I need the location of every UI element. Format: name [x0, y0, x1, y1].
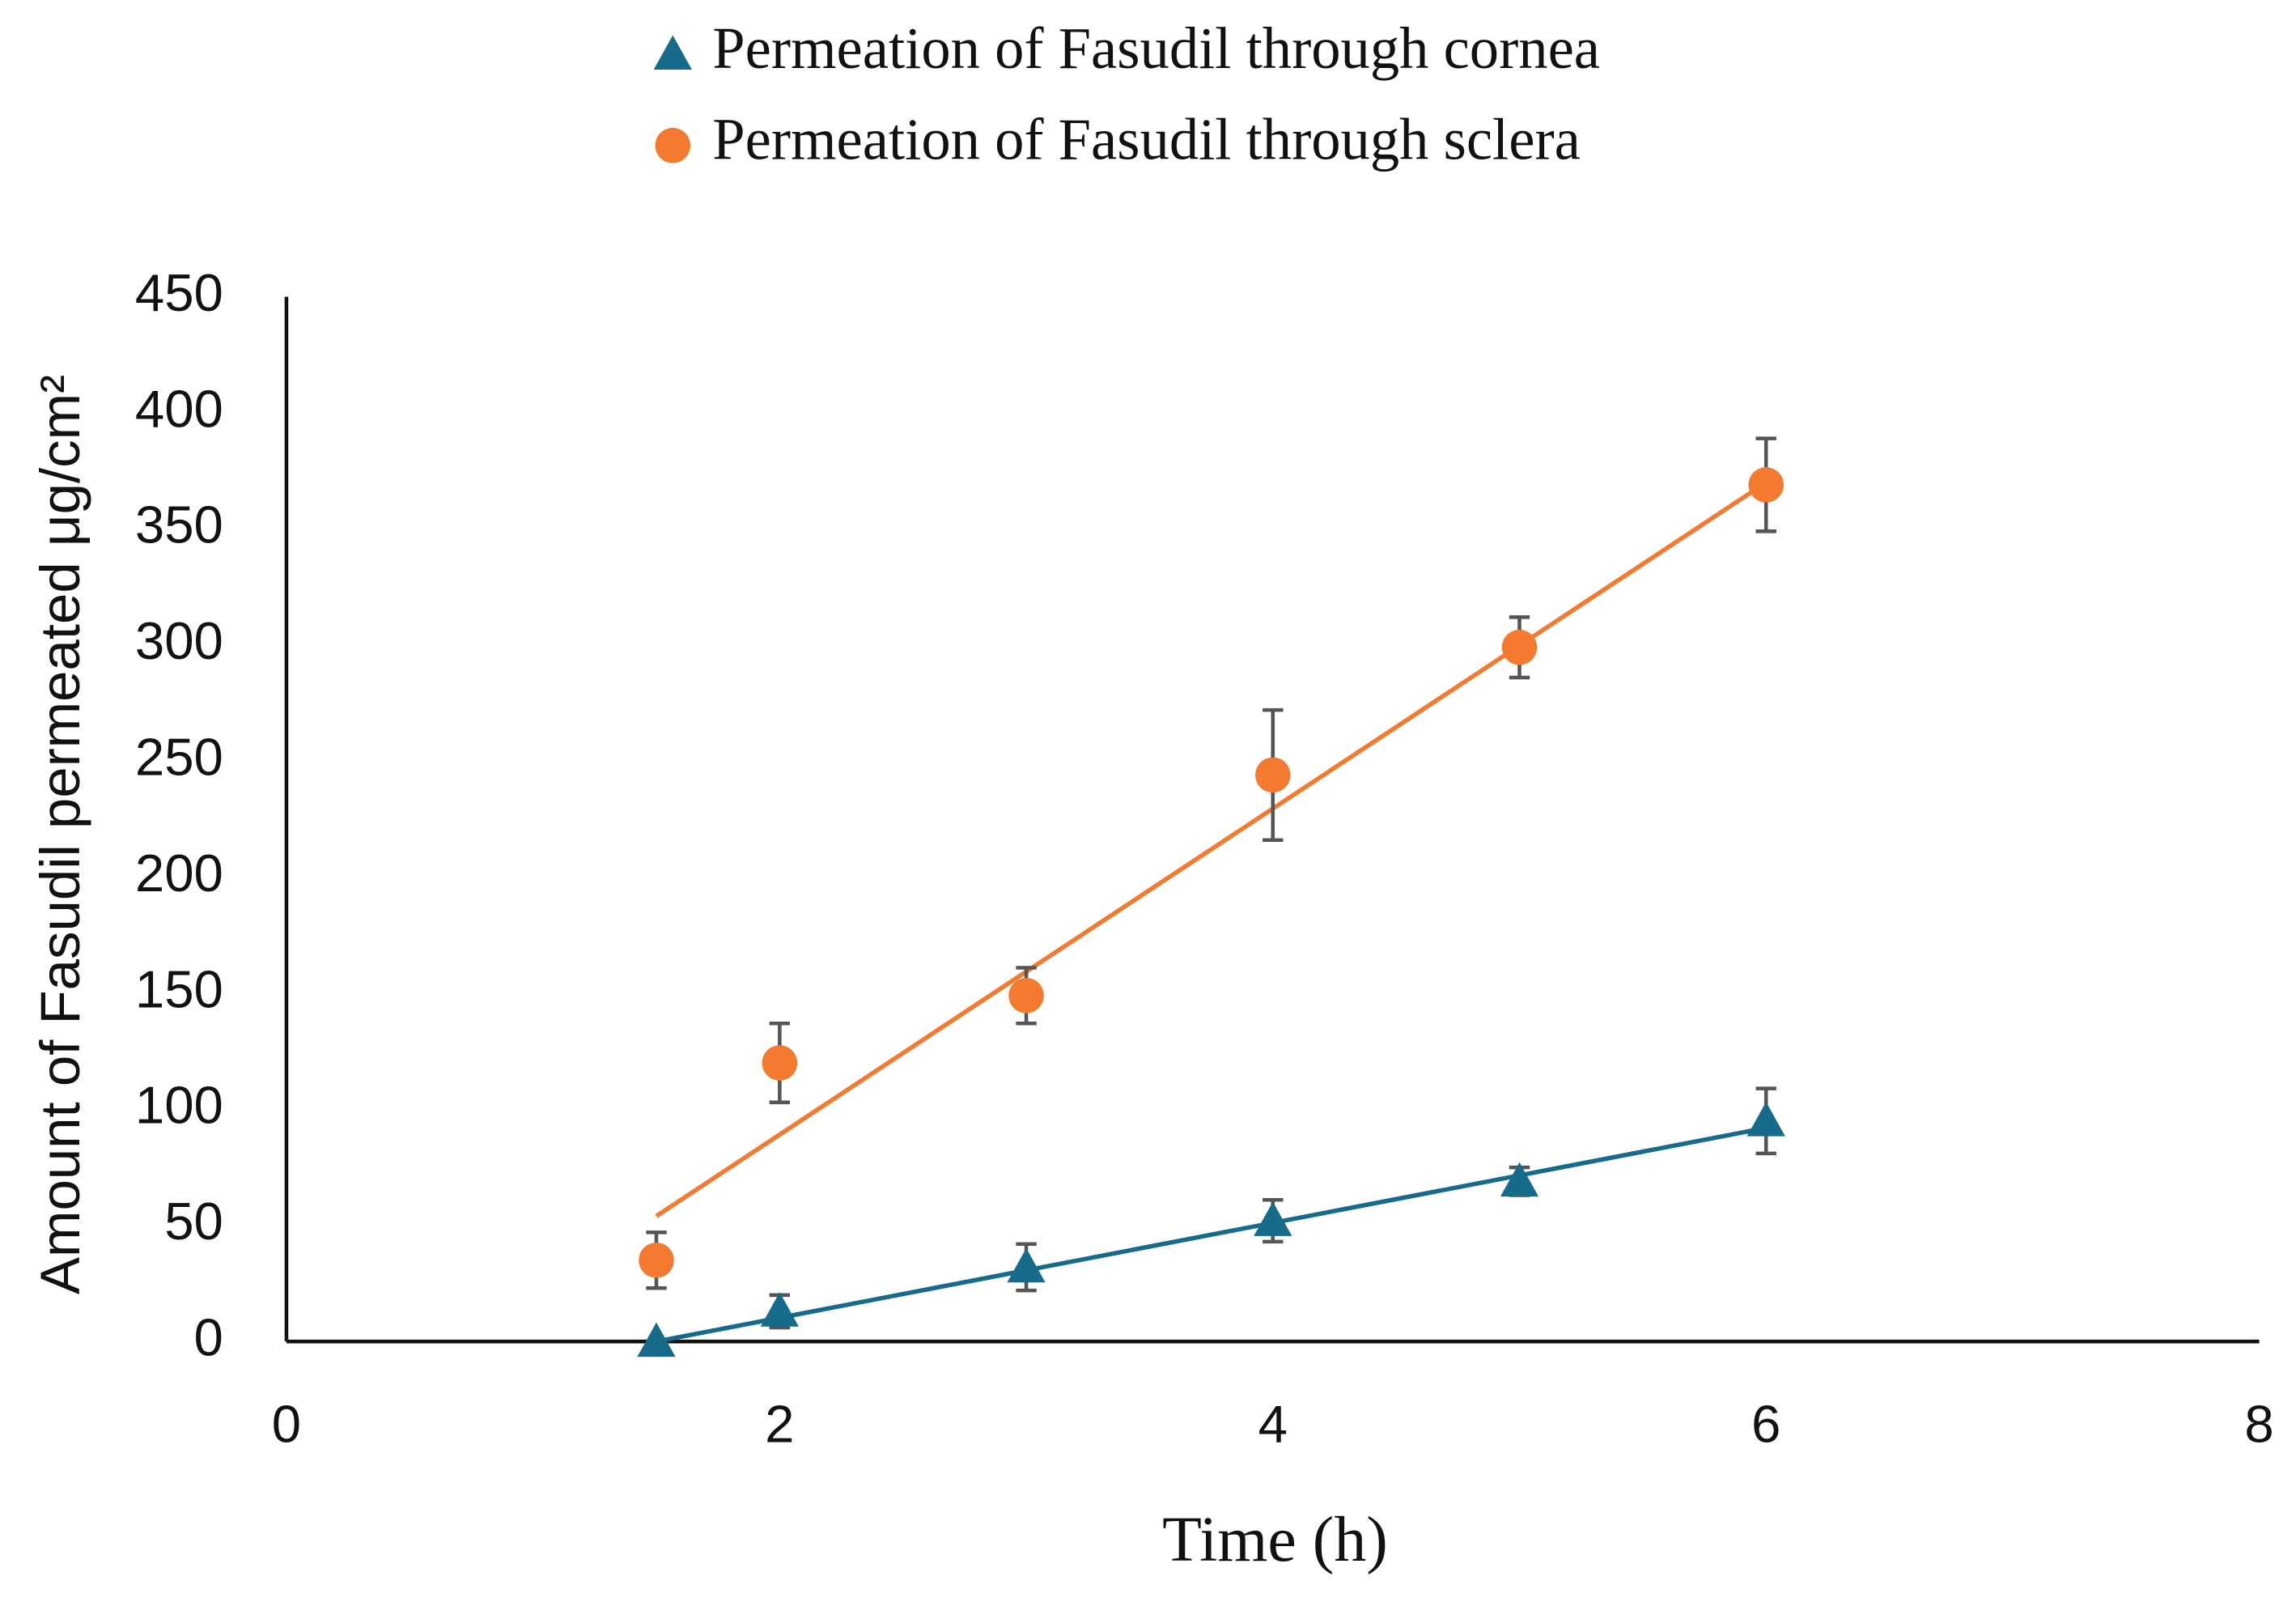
data-point: [1500, 1162, 1539, 1197]
data-point: [639, 1243, 674, 1278]
legend-symbol: [653, 35, 692, 70]
data-point: [1007, 1247, 1046, 1283]
legend-label: Permeation of Fasudil through sclera: [712, 106, 1581, 172]
x-tick-label: 8: [2244, 1395, 2273, 1454]
data-point: [1748, 467, 1784, 503]
y-tick-label: 100: [135, 1076, 223, 1135]
x-tick-label: 2: [765, 1395, 794, 1454]
y-tick-label: 250: [135, 727, 223, 786]
y-tick-label: 150: [135, 959, 223, 1018]
x-tick-label: 6: [1751, 1395, 1780, 1454]
x-axis-label: Time (h): [1162, 1504, 1388, 1575]
trendline: [655, 480, 1768, 1218]
y-axis-label: Amount of Fasudil permeated μg/cm²: [29, 375, 91, 1294]
data-point: [1501, 629, 1538, 665]
y-tick-label: 0: [194, 1307, 223, 1366]
y-tick-label: 400: [135, 379, 223, 438]
trendline: [656, 1125, 1767, 1344]
data-point: [760, 1292, 799, 1327]
y-tick-label: 300: [135, 611, 223, 670]
legend-label: Permeation of Fasudil through cornea: [712, 15, 1600, 81]
data-point: [1255, 757, 1291, 793]
y-tick-label: 200: [135, 843, 223, 903]
y-tick-label: 350: [135, 495, 223, 555]
legend-symbol: [655, 127, 691, 164]
data-point: [637, 1322, 676, 1358]
data-point: [1746, 1102, 1785, 1137]
x-tick-label: 0: [272, 1395, 301, 1454]
y-tick-label: 450: [135, 263, 223, 322]
x-tick-label: 4: [1258, 1395, 1288, 1454]
data-point: [762, 1045, 798, 1081]
data-point: [1008, 978, 1044, 1013]
data-point: [1254, 1201, 1292, 1236]
y-tick-label: 50: [164, 1192, 223, 1251]
